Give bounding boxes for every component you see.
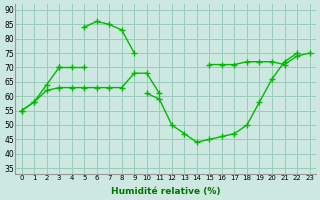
X-axis label: Humidité relative (%): Humidité relative (%)	[111, 187, 220, 196]
